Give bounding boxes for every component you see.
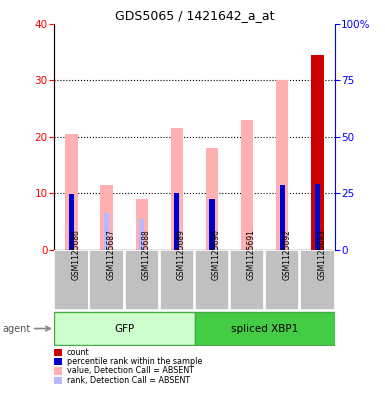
Text: GSM1125691: GSM1125691	[247, 229, 256, 280]
Text: GSM1125693: GSM1125693	[317, 229, 326, 280]
FancyBboxPatch shape	[89, 250, 124, 310]
FancyBboxPatch shape	[160, 250, 194, 310]
Text: rank, Detection Call = ABSENT: rank, Detection Call = ABSENT	[67, 376, 190, 385]
FancyBboxPatch shape	[54, 250, 89, 310]
Bar	[280, 185, 285, 250]
FancyBboxPatch shape	[124, 250, 159, 310]
Text: spliced XBP1: spliced XBP1	[231, 323, 298, 334]
Title: GDS5065 / 1421642_a_at: GDS5065 / 1421642_a_at	[115, 9, 274, 22]
Text: GSM1125688: GSM1125688	[142, 229, 151, 280]
Text: GSM1125690: GSM1125690	[212, 229, 221, 280]
FancyBboxPatch shape	[195, 250, 229, 310]
Bar	[206, 148, 218, 250]
Bar	[69, 194, 74, 250]
Bar	[311, 55, 323, 250]
Text: GSM1125689: GSM1125689	[177, 229, 186, 280]
Text: GSM1125687: GSM1125687	[107, 229, 116, 280]
Bar	[276, 80, 288, 250]
Text: count: count	[67, 348, 90, 356]
Bar	[315, 184, 320, 250]
Bar	[174, 193, 179, 250]
Text: agent: agent	[2, 323, 30, 334]
Text: GFP: GFP	[114, 323, 134, 334]
FancyBboxPatch shape	[265, 250, 300, 310]
FancyBboxPatch shape	[54, 312, 195, 345]
Bar	[65, 134, 78, 250]
Text: GSM1125692: GSM1125692	[282, 229, 291, 280]
Bar	[241, 119, 253, 250]
Bar	[209, 199, 214, 250]
Text: value, Detection Call = ABSENT: value, Detection Call = ABSENT	[67, 367, 194, 375]
Bar	[171, 128, 183, 250]
Bar	[139, 219, 144, 250]
FancyBboxPatch shape	[300, 250, 335, 310]
Text: GSM1125686: GSM1125686	[72, 229, 80, 280]
FancyBboxPatch shape	[230, 250, 264, 310]
Bar	[136, 199, 148, 250]
Bar	[69, 194, 74, 250]
Bar	[104, 213, 109, 250]
FancyBboxPatch shape	[195, 312, 335, 345]
Text: percentile rank within the sample: percentile rank within the sample	[67, 357, 203, 366]
Bar	[100, 185, 113, 250]
